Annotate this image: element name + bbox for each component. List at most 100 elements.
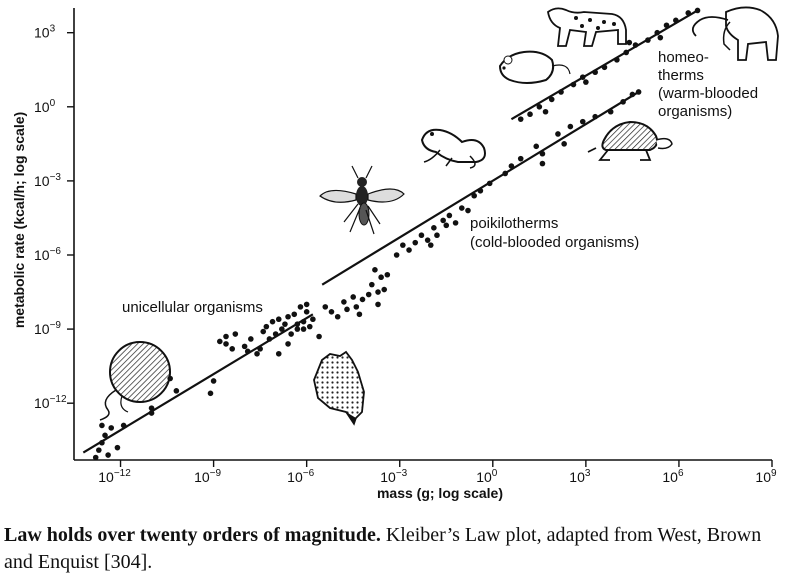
leopard-illustration: [547, 7, 627, 47]
data-point: [567, 123, 574, 130]
data-point: [471, 192, 477, 199]
y-ticks: 103 100 10−3 10−6 10−9 10−12: [34, 24, 74, 411]
data-point: [99, 439, 105, 446]
data-point: [257, 346, 263, 352]
caption-text: Kleiber’s Law plot, adapted from West, B…: [4, 524, 762, 573]
data-point: [266, 336, 273, 342]
x-ticks: 10−12 10−9 10−6 10−3 100 103 106 109: [98, 460, 777, 485]
data-point: [645, 37, 651, 43]
data-point: [272, 331, 279, 337]
turtle-illustration: [587, 120, 673, 161]
x-tick-label: 10−9: [194, 468, 221, 485]
data-point: [303, 301, 310, 308]
data-point: [344, 306, 350, 313]
fly-illustration: [319, 165, 405, 235]
data-point: [626, 39, 633, 46]
data-point: [263, 323, 270, 330]
data-point: [254, 350, 260, 357]
data-point: [601, 64, 608, 71]
caption-title: Law holds over twenty orders of magnitud…: [4, 524, 381, 546]
data-point: [614, 57, 620, 63]
data-point: [232, 331, 239, 337]
data-point: [303, 309, 310, 315]
data-point: [359, 296, 366, 303]
data-point: [99, 422, 105, 429]
data-point: [285, 341, 291, 347]
data-point: [248, 336, 254, 342]
x-axis-label: mass (g; log scale): [377, 485, 503, 501]
data-point: [412, 239, 419, 246]
data-point: [558, 89, 564, 95]
data-point: [673, 17, 679, 24]
data-point: [372, 267, 378, 273]
data-point: [120, 422, 127, 429]
data-point: [148, 410, 155, 416]
data-point: [508, 163, 515, 169]
data-point: [443, 222, 450, 229]
data-point: [663, 22, 670, 29]
data-point: [148, 405, 155, 411]
data-point: [114, 444, 121, 451]
x-tick-label: 106: [662, 468, 684, 485]
data-point: [527, 111, 533, 118]
data-point: [477, 187, 484, 194]
data-point: [316, 333, 322, 340]
data-point: [300, 326, 307, 332]
data-point: [570, 81, 577, 88]
data-point: [381, 286, 388, 293]
data-point: [418, 232, 425, 239]
data-point: [306, 323, 313, 330]
elephant-illustration: [691, 6, 779, 61]
data-point: [400, 242, 406, 248]
data-point: [536, 103, 543, 110]
data-point: [555, 131, 561, 137]
data-point: [334, 313, 341, 320]
data-point: [102, 432, 108, 439]
kleiber-chart: 10−12 10−9 10−6 10−3 100 103 106 109 103 100 10−3…: [11, 6, 779, 501]
y-tick-label: 10−12: [34, 394, 67, 411]
data-point: [657, 34, 664, 41]
data-point: [533, 143, 540, 150]
foraminifera-illustration: [313, 350, 365, 426]
data-point: [440, 217, 446, 224]
data-point: [328, 309, 335, 315]
data-point: [350, 294, 357, 300]
fit-lines: [82, 9, 699, 454]
annotation-poikilotherms: poikilotherms (cold-blooded organisms): [470, 215, 639, 251]
data-points: [92, 7, 701, 461]
data-point: [632, 42, 639, 48]
data-point: [579, 118, 586, 125]
data-point: [291, 311, 298, 318]
y-axis-label: metabolic rate (kcal/h; log scale): [11, 112, 27, 328]
data-point: [207, 390, 214, 397]
data-point: [393, 252, 400, 258]
annotation-homeotherms: homeo- therms (warm-blooded organisms): [658, 49, 762, 120]
data-point: [353, 304, 360, 310]
y-tick-label: 100: [34, 98, 56, 115]
figure-caption: Law holds over twenty orders of magnitud…: [4, 522, 784, 576]
data-point: [210, 378, 217, 384]
data-point: [217, 338, 223, 345]
data-point: [502, 170, 509, 177]
data-point: [539, 160, 546, 167]
frog-illustration: [420, 128, 486, 169]
data-point: [223, 341, 229, 347]
data-point: [310, 316, 316, 323]
y-tick-label: 10−9: [34, 320, 61, 337]
data-point: [561, 141, 567, 147]
fit-line-unicellular: [82, 313, 314, 454]
data-point: [375, 289, 381, 295]
data-point: [279, 326, 285, 332]
x-tick-label: 103: [569, 468, 591, 485]
data-point: [105, 452, 111, 458]
x-tick-label: 109: [755, 468, 777, 485]
data-point: [607, 108, 614, 115]
data-point: [300, 318, 307, 325]
data-point: [384, 271, 391, 278]
data-point: [620, 99, 626, 105]
mouse-illustration: [498, 50, 571, 84]
data-point: [92, 454, 99, 461]
data-point: [241, 343, 248, 350]
data-point: [446, 212, 453, 219]
data-point: [341, 299, 347, 305]
